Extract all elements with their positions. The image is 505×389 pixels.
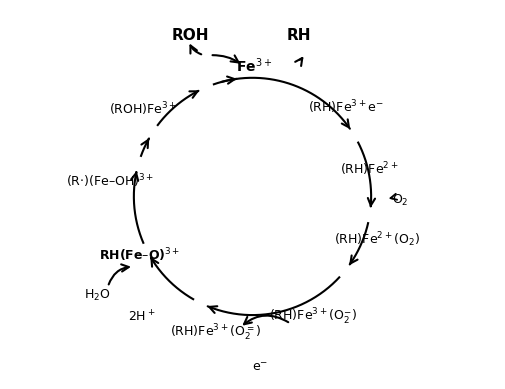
Text: RH(Fe–O)$^{3+}$: RH(Fe–O)$^{3+}$ [99, 246, 180, 264]
Text: (R$\cdot$)(Fe–OH)$^{3+}$: (R$\cdot$)(Fe–OH)$^{3+}$ [66, 172, 155, 190]
Text: Fe$^{3+}$: Fe$^{3+}$ [236, 57, 273, 75]
Text: (ROH)Fe$^{3+}$: (ROH)Fe$^{3+}$ [110, 100, 178, 118]
Text: (RH)Fe$^{3+}$e$^{-}$: (RH)Fe$^{3+}$e$^{-}$ [308, 98, 384, 116]
Text: (RH)Fe$^{3+}$(O$_2^{=}$): (RH)Fe$^{3+}$(O$_2^{=}$) [170, 322, 261, 343]
Text: RH: RH [287, 28, 312, 42]
Text: (RH)Fe$^{3+}$(O$_2^{-}$): (RH)Fe$^{3+}$(O$_2^{-}$) [269, 307, 357, 327]
Text: H$_2$O: H$_2$O [84, 288, 110, 303]
Text: (RH)Fe$^{2+}$: (RH)Fe$^{2+}$ [340, 160, 398, 178]
Text: (RH)Fe$^{2+}$(O$_2$): (RH)Fe$^{2+}$(O$_2$) [334, 230, 420, 249]
Text: O$_2$: O$_2$ [392, 193, 409, 208]
Text: e$^{-}$: e$^{-}$ [252, 361, 268, 374]
Text: ROH: ROH [172, 28, 209, 42]
Text: 2H$^+$: 2H$^+$ [128, 309, 156, 325]
